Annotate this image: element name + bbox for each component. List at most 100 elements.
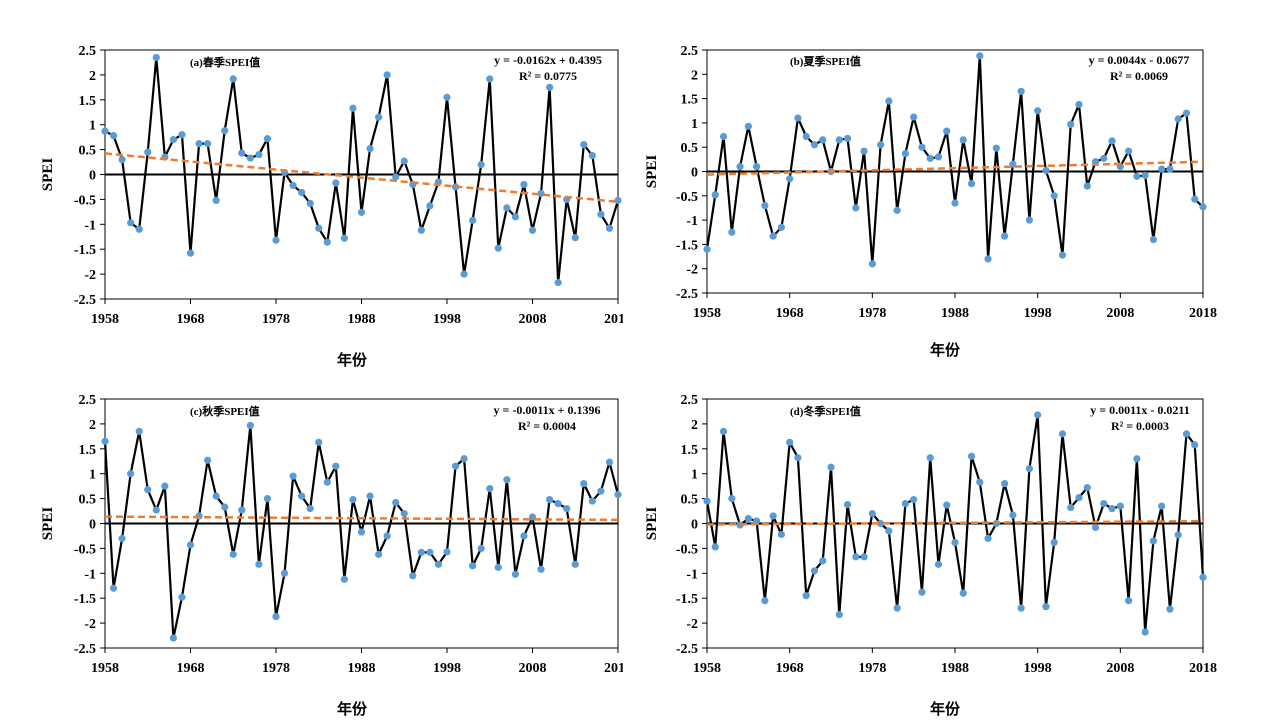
y-tick-label: -2.5 xyxy=(74,642,96,657)
data-point xyxy=(1058,430,1067,438)
data-point xyxy=(340,234,348,242)
data-point xyxy=(101,127,109,135)
y-tick-label: 2 xyxy=(691,418,698,433)
y-tick-label: -0.5 xyxy=(74,542,96,557)
data-point xyxy=(469,562,477,570)
y-tick-label: -1 xyxy=(686,567,698,582)
data-point xyxy=(769,232,777,240)
data-point xyxy=(703,497,711,505)
data-point xyxy=(1166,605,1174,613)
y-axis-title: SPEI xyxy=(644,507,660,541)
y-axis-title: SPEI xyxy=(40,158,56,192)
data-point xyxy=(810,567,819,575)
data-point xyxy=(409,572,417,580)
data-point xyxy=(289,181,297,190)
data-point xyxy=(744,122,752,130)
x-tick-label: 1968 xyxy=(177,312,205,327)
data-point xyxy=(1001,232,1009,240)
x-tick-label: 1968 xyxy=(776,306,804,321)
data-point xyxy=(910,113,918,121)
panel-title: (d)冬季SPEI值 xyxy=(790,404,861,418)
data-point xyxy=(383,532,391,540)
data-point xyxy=(375,550,383,558)
data-point xyxy=(537,189,545,198)
data-point xyxy=(563,504,571,513)
data-point xyxy=(1133,455,1141,463)
data-point xyxy=(109,584,118,592)
data-point xyxy=(926,454,934,462)
data-point xyxy=(580,141,588,149)
x-tick-label: 2018 xyxy=(1189,306,1217,321)
data-point xyxy=(1149,537,1157,545)
series-line xyxy=(104,56,620,284)
data-point xyxy=(1100,154,1108,162)
data-point xyxy=(332,179,340,187)
x-axis-title: 年份 xyxy=(337,351,368,369)
y-tick-label: -0.5 xyxy=(676,542,698,557)
data-point xyxy=(443,93,451,101)
y-tick-label: 2 xyxy=(691,68,698,83)
data-point xyxy=(802,592,810,600)
x-tick-label: 1978 xyxy=(262,661,290,676)
data-point xyxy=(926,154,934,162)
x-tick-label: 1988 xyxy=(941,661,969,676)
data-point xyxy=(486,485,494,493)
data-point xyxy=(537,565,545,573)
data-point xyxy=(901,499,910,508)
data-point xyxy=(951,538,959,547)
data-point xyxy=(1025,216,1033,224)
data-point xyxy=(810,141,819,149)
data-point xyxy=(728,495,736,503)
data-point xyxy=(835,136,843,144)
y-tick-label: 1.5 xyxy=(79,94,97,109)
data-point xyxy=(1009,511,1017,519)
data-point xyxy=(238,149,246,157)
data-point xyxy=(967,180,976,188)
data-point xyxy=(169,634,177,642)
data-point xyxy=(703,245,711,253)
y-tick-label: 2.5 xyxy=(79,44,97,59)
data-point xyxy=(1108,504,1116,513)
data-point xyxy=(1001,480,1009,488)
y-tick-label: -2 xyxy=(686,617,698,632)
data-point xyxy=(728,228,736,236)
y-tick-label: 0.5 xyxy=(681,141,699,156)
data-point xyxy=(366,492,374,500)
data-point xyxy=(229,75,237,83)
data-point xyxy=(1199,573,1207,581)
trend-line xyxy=(104,152,619,204)
data-point xyxy=(992,144,1000,152)
y-tick-label: 1.5 xyxy=(79,443,97,458)
data-point xyxy=(366,145,374,153)
data-point xyxy=(885,527,893,535)
data-point xyxy=(357,208,366,216)
r-squared-label: R² = 0.0004 xyxy=(518,419,576,433)
x-tick-label: 1958 xyxy=(693,661,721,676)
data-point xyxy=(719,132,728,141)
y-tick-label: 0.5 xyxy=(79,144,97,159)
y-tick-label: -2.5 xyxy=(676,642,698,657)
data-point xyxy=(843,500,852,509)
y-tick-label: 0 xyxy=(691,518,698,533)
y-tick-label: -2.5 xyxy=(676,287,698,302)
y-tick-label: -1.5 xyxy=(74,243,96,258)
x-tick-label: 1968 xyxy=(177,661,205,676)
data-point xyxy=(417,226,425,234)
data-point xyxy=(761,201,769,210)
y-tick-label: 0.5 xyxy=(681,493,699,508)
data-point xyxy=(852,204,860,212)
data-point xyxy=(1133,172,1141,180)
data-point xyxy=(1034,411,1042,419)
data-point xyxy=(152,506,160,514)
data-point xyxy=(477,544,485,553)
data-point xyxy=(1191,441,1199,449)
data-point xyxy=(901,149,910,158)
data-point xyxy=(289,472,297,480)
x-tick-label: 1978 xyxy=(858,306,886,321)
data-point xyxy=(400,157,408,165)
r-squared-label: R² = 0.0775 xyxy=(519,69,577,83)
data-point xyxy=(1191,195,1199,203)
data-point xyxy=(1075,100,1083,109)
data-point xyxy=(984,255,992,263)
y-tick-label: -1.5 xyxy=(676,592,698,607)
